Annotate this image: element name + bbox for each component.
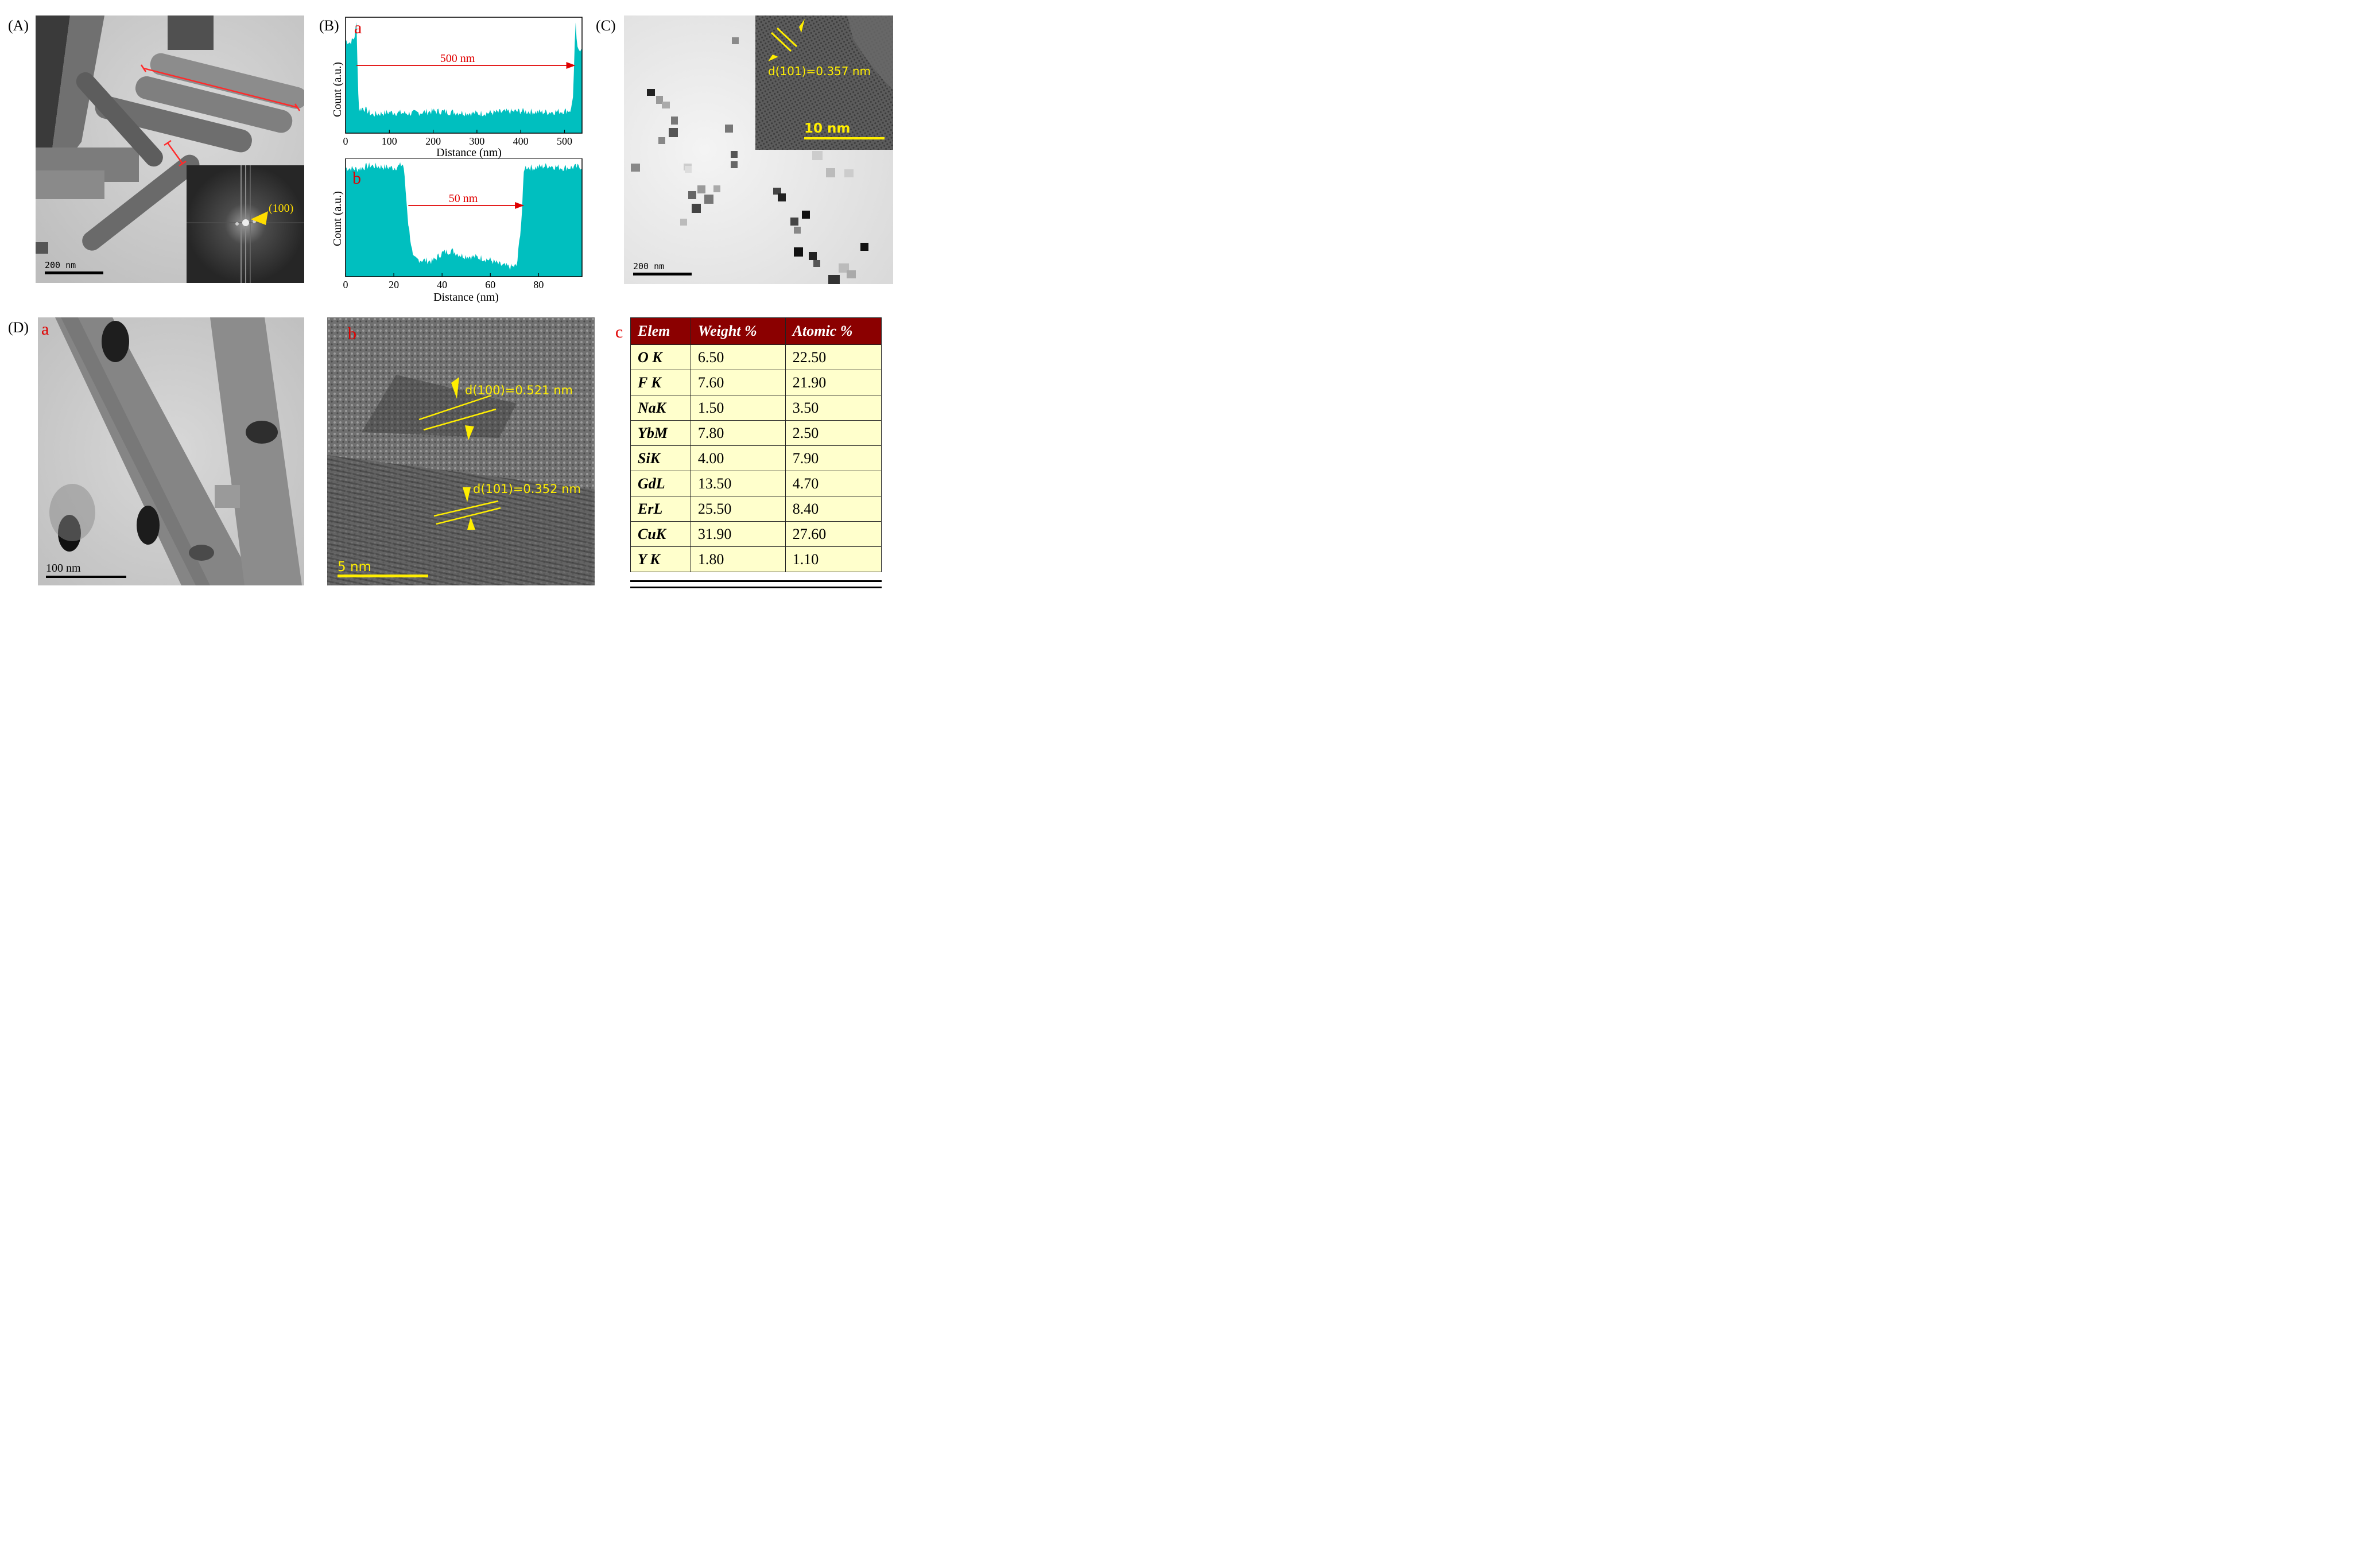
edx-element: ErL <box>630 496 691 522</box>
edx-weight: 7.60 <box>690 370 786 395</box>
edx-weight: 25.50 <box>690 496 786 522</box>
edx-atomic: 2.50 <box>785 420 882 446</box>
x-tick-label: 100 <box>382 135 397 147</box>
x-tick-label: 0 <box>343 135 348 147</box>
edx-atomic: 27.60 <box>785 521 882 547</box>
edx-row: Y K 1.80 1.10 <box>630 546 882 572</box>
x-tick-label: 80 <box>533 279 544 290</box>
edx-weight: 1.80 <box>690 546 786 572</box>
edx-header-2: Atomic % <box>785 317 882 345</box>
x-tick-label: 500 <box>557 135 572 147</box>
sublabel-b-B: b <box>352 169 361 188</box>
line-profile-a-svg: Count (a.u.) Distance (nm) a 500 nm 0 100… <box>331 17 583 159</box>
lattice-label-2-D: d(101)=0.352 nm <box>473 482 581 496</box>
line-profile-chart-a: Count (a.u.) Distance (nm) a 500 nm 0 100… <box>321 15 591 159</box>
edx-weight: 7.80 <box>690 420 786 446</box>
tem-image-D-a: a 100 nm <box>38 317 304 585</box>
lattice-label-C: d(101)=0.357 nm <box>768 64 871 78</box>
edx-atomic: 21.90 <box>785 370 882 395</box>
sublabel-c-D: c <box>615 323 623 341</box>
edx-element: YbM <box>630 420 691 446</box>
lattice-label-1-D: d(100)=0.521 nm <box>465 383 573 397</box>
edx-row: SiK 4.00 7.90 <box>630 445 882 471</box>
panel-label-A: (A) <box>8 17 29 34</box>
x-tick-label: 300 <box>469 135 484 147</box>
edx-weight: 13.50 <box>690 471 786 496</box>
edx-atomic: 1.10 <box>785 546 882 572</box>
edx-element: SiK <box>630 445 691 471</box>
edx-row: GdL 13.50 4.70 <box>630 471 882 496</box>
plot-frame <box>345 158 583 277</box>
edx-atomic: 4.70 <box>785 471 882 496</box>
xlabel-b: Distance (nm) <box>433 291 499 303</box>
scale-bar-label-C: 200 nm <box>633 261 665 271</box>
edx-row: CuK 31.90 27.60 <box>630 521 882 547</box>
sublabel-a-D: a <box>41 320 49 339</box>
scale-bar-label-D-b: 5 nm <box>338 560 371 575</box>
line-profile-b-svg: Count (a.u.) Distance (nm) b 50 nm 0 20 40… <box>331 158 583 304</box>
edx-atomic: 3.50 <box>785 395 882 421</box>
x-tick-label: 20 <box>389 279 399 290</box>
fft-inset-A: (100) <box>187 165 304 283</box>
edx-weight: 31.90 <box>690 521 786 547</box>
edx-row: NaK 1.50 3.50 <box>630 395 882 421</box>
tem-image-A: 200 nm (100) <box>36 15 304 283</box>
edx-header-row: Elem Weight % Atomic % <box>630 317 882 345</box>
edx-weight: 6.50 <box>690 344 786 370</box>
sublabel-a-B: a <box>354 18 362 37</box>
xlabel-a: Distance (nm) <box>436 146 502 158</box>
measure-arrow-head <box>515 202 525 209</box>
edx-weight: 1.50 <box>690 395 786 421</box>
edx-row: F K 7.60 21.90 <box>630 370 882 395</box>
edx-row: YbM 7.80 2.50 <box>630 420 882 446</box>
x-tick-label: 200 <box>425 135 441 147</box>
inset-scale-bar-label-C: 10 nm <box>804 121 850 136</box>
edx-row: O K 6.50 22.50 <box>630 344 882 370</box>
edx-atomic: 22.50 <box>785 344 882 370</box>
fft-annotation-A: (100) <box>269 202 294 215</box>
edx-element: CuK <box>630 521 691 547</box>
edx-element: NaK <box>630 395 691 421</box>
edx-composition-table: Elem Weight % Atomic % O K 6.50 22.50 F K 7.60… <box>630 317 882 572</box>
edx-element: Y K <box>630 546 691 572</box>
plot-frame <box>345 17 583 134</box>
edx-element: F K <box>630 370 691 395</box>
ylabel-b: Count (a.u.) <box>331 191 344 246</box>
edx-header-1: Weight % <box>690 317 786 345</box>
scale-bar-label-A: 200 nm <box>45 260 76 270</box>
ylabel-a: Count (a.u.) <box>331 62 344 117</box>
sublabel-b-D: b <box>348 324 356 343</box>
arrow-label-b: 50 nm <box>449 192 478 205</box>
x-tick-label: 60 <box>485 279 495 290</box>
x-tick-label: 400 <box>513 135 529 147</box>
edx-weight: 4.00 <box>690 445 786 471</box>
edx-atomic: 7.90 <box>785 445 882 471</box>
measure-arrow-head <box>566 62 576 69</box>
edx-element: GdL <box>630 471 691 496</box>
x-tick-label: 40 <box>437 279 447 290</box>
panel-label-D: (D) <box>8 319 29 336</box>
scale-bar-label-D-a: 100 nm <box>46 562 81 575</box>
edx-atomic: 8.40 <box>785 496 882 522</box>
arrow-label-a: 500 nm <box>440 52 475 65</box>
profile-area <box>346 22 582 133</box>
panel-label-C: (C) <box>596 17 616 34</box>
edx-header-0: Elem <box>630 317 691 345</box>
hrtem-image-D-b: d(100)=0.521 nm d(101)=0.352 nm 5 nm b <box>327 317 595 585</box>
line-profile-chart-b: Count (a.u.) Distance (nm) b 50 nm 0 20 40… <box>321 158 591 304</box>
x-tick-label: 0 <box>343 279 348 290</box>
tem-image-C: 200 nm d(101)=0.357 nm 10 nm <box>624 15 893 284</box>
profile-area <box>346 162 582 277</box>
table-double-rule <box>630 580 882 588</box>
hrtem-inset-C: d(101)=0.357 nm 10 nm <box>755 15 893 150</box>
edx-element: O K <box>630 344 691 370</box>
edx-row: ErL 25.50 8.40 <box>630 496 882 522</box>
panel-label-B: (B) <box>319 17 339 34</box>
